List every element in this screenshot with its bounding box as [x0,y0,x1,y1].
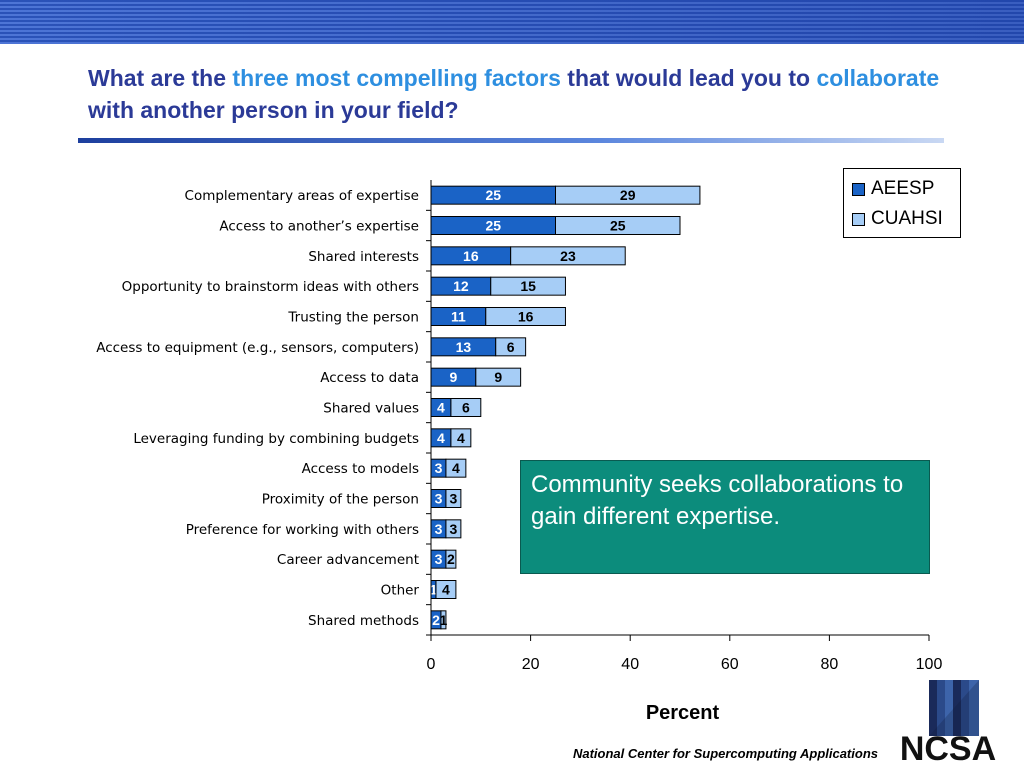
x-tick-label: 20 [522,656,540,673]
bar-cuahsi [450,428,472,448]
category-label: Other [381,583,420,599]
x-tick-label: 80 [821,656,839,673]
callout-box: Community seeks collaborations to gain d… [520,460,930,574]
bar-cuahsi [445,458,467,478]
data-label-cuahsi: 6 [507,339,515,355]
data-label-aeesp: 11 [451,309,466,325]
bar-cuahsi [555,216,681,235]
data-label-aeesp: 25 [485,218,501,234]
x-tick-label: 40 [621,656,639,673]
title-highlight-2: collaborate [816,65,940,91]
legend-label-cuahsi: CUAHSI [871,208,943,229]
data-label-aeesp: 9 [450,369,458,385]
data-label-cuahsi: 15 [520,278,536,294]
page-title: What are the three most compelling facto… [88,62,948,126]
legend-label-aeesp: AEESP [871,178,935,199]
bar-cuahsi [475,367,522,387]
data-label-aeesp: 3 [435,551,443,567]
data-label-aeesp: 13 [456,339,472,355]
data-label-aeesp: 4 [437,430,445,446]
category-label: Opportunity to brainstorm ideas with oth… [122,279,419,295]
title-text-1: What are the [88,65,233,91]
bar-cuahsi [440,610,447,630]
title-underline [78,138,944,143]
bar-cuahsi [435,580,457,599]
data-label-cuahsi: 6 [462,400,470,416]
data-label-cuahsi: 4 [442,582,450,598]
x-tick-label: 100 [916,656,943,673]
legend-item-aeesp: AEESP [852,175,934,203]
category-label: Career advancement [277,552,419,568]
x-axis-title: Percent [645,702,720,724]
data-label-aeesp: 12 [453,278,469,294]
bar-cuahsi [495,337,527,357]
callout-text: Community seeks collaborations to gain d… [531,471,904,530]
x-tick-label: 0 [427,656,436,673]
bar-cuahsi [490,276,566,296]
category-label: Shared values [323,401,419,417]
data-label-cuahsi: 25 [610,218,626,234]
category-label: Access to models [302,461,419,477]
ncsa-logo: NCSA [900,680,996,764]
category-label: Shared interests [308,249,419,265]
bar-cuahsi [485,307,566,326]
category-label: Trusting the person [287,310,419,326]
data-label-aeesp: 25 [485,187,501,203]
data-label-aeesp: 16 [463,248,479,264]
x-tick-label: 60 [721,656,739,673]
bar-cuahsi [445,519,462,539]
category-label: Leveraging funding by combining budgets [133,431,419,447]
bar-cuahsi [555,185,701,205]
data-label-cuahsi: 4 [457,430,465,446]
category-label: Shared methods [308,613,419,629]
data-label-cuahsi: 29 [620,187,636,203]
ncsa-logo-mark [929,680,979,736]
category-label: Access to equipment (e.g., sensors, comp… [96,340,419,356]
bar-cuahsi [445,549,457,569]
data-label-aeesp: 4 [437,400,445,416]
data-label-cuahsi: 23 [560,248,576,264]
footer-organization: National Center for Supercomputing Appli… [572,746,878,761]
data-label-aeesp: 2 [432,612,440,628]
data-label-cuahsi: 2 [447,551,455,567]
data-label-cuahsi: 1 [440,612,448,628]
title-highlight-1: three most compelling factors [232,65,561,91]
category-label: Proximity of the person [262,492,419,508]
data-label-cuahsi: 3 [450,491,458,507]
legend-swatch-cuahsi [852,212,865,226]
data-label-aeesp: 3 [435,521,443,537]
data-label-aeesp: 3 [435,491,443,507]
chart-legend: AEESP CUAHSI [843,168,961,238]
data-label-cuahsi: 16 [518,309,534,325]
title-text-3: with another person in your field? [88,97,459,123]
data-label-aeesp: 3 [435,460,443,476]
ncsa-logo-text: NCSA [900,730,996,764]
category-label: Access to data [320,370,419,386]
category-label: Complementary areas of expertise [185,188,419,204]
category-label: Preference for working with others [186,522,419,538]
category-label: Access to another’s expertise [219,219,419,235]
data-label-cuahsi: 3 [450,521,458,537]
data-label-aeesp: 1 [430,582,438,598]
bar-cuahsi [510,246,626,266]
axis-layer: Complementary areas of expertise Access t… [96,180,942,673]
bar-cuahsi [450,398,482,417]
legend-item-cuahsi: CUAHSI [852,205,943,233]
data-label-cuahsi: 4 [452,460,460,476]
legend-swatch-aeesp [852,182,865,196]
top-banner [0,0,1024,44]
bar-cuahsi [445,489,462,508]
title-text-2: that would lead you to [560,65,817,91]
data-label-cuahsi: 9 [494,369,502,385]
